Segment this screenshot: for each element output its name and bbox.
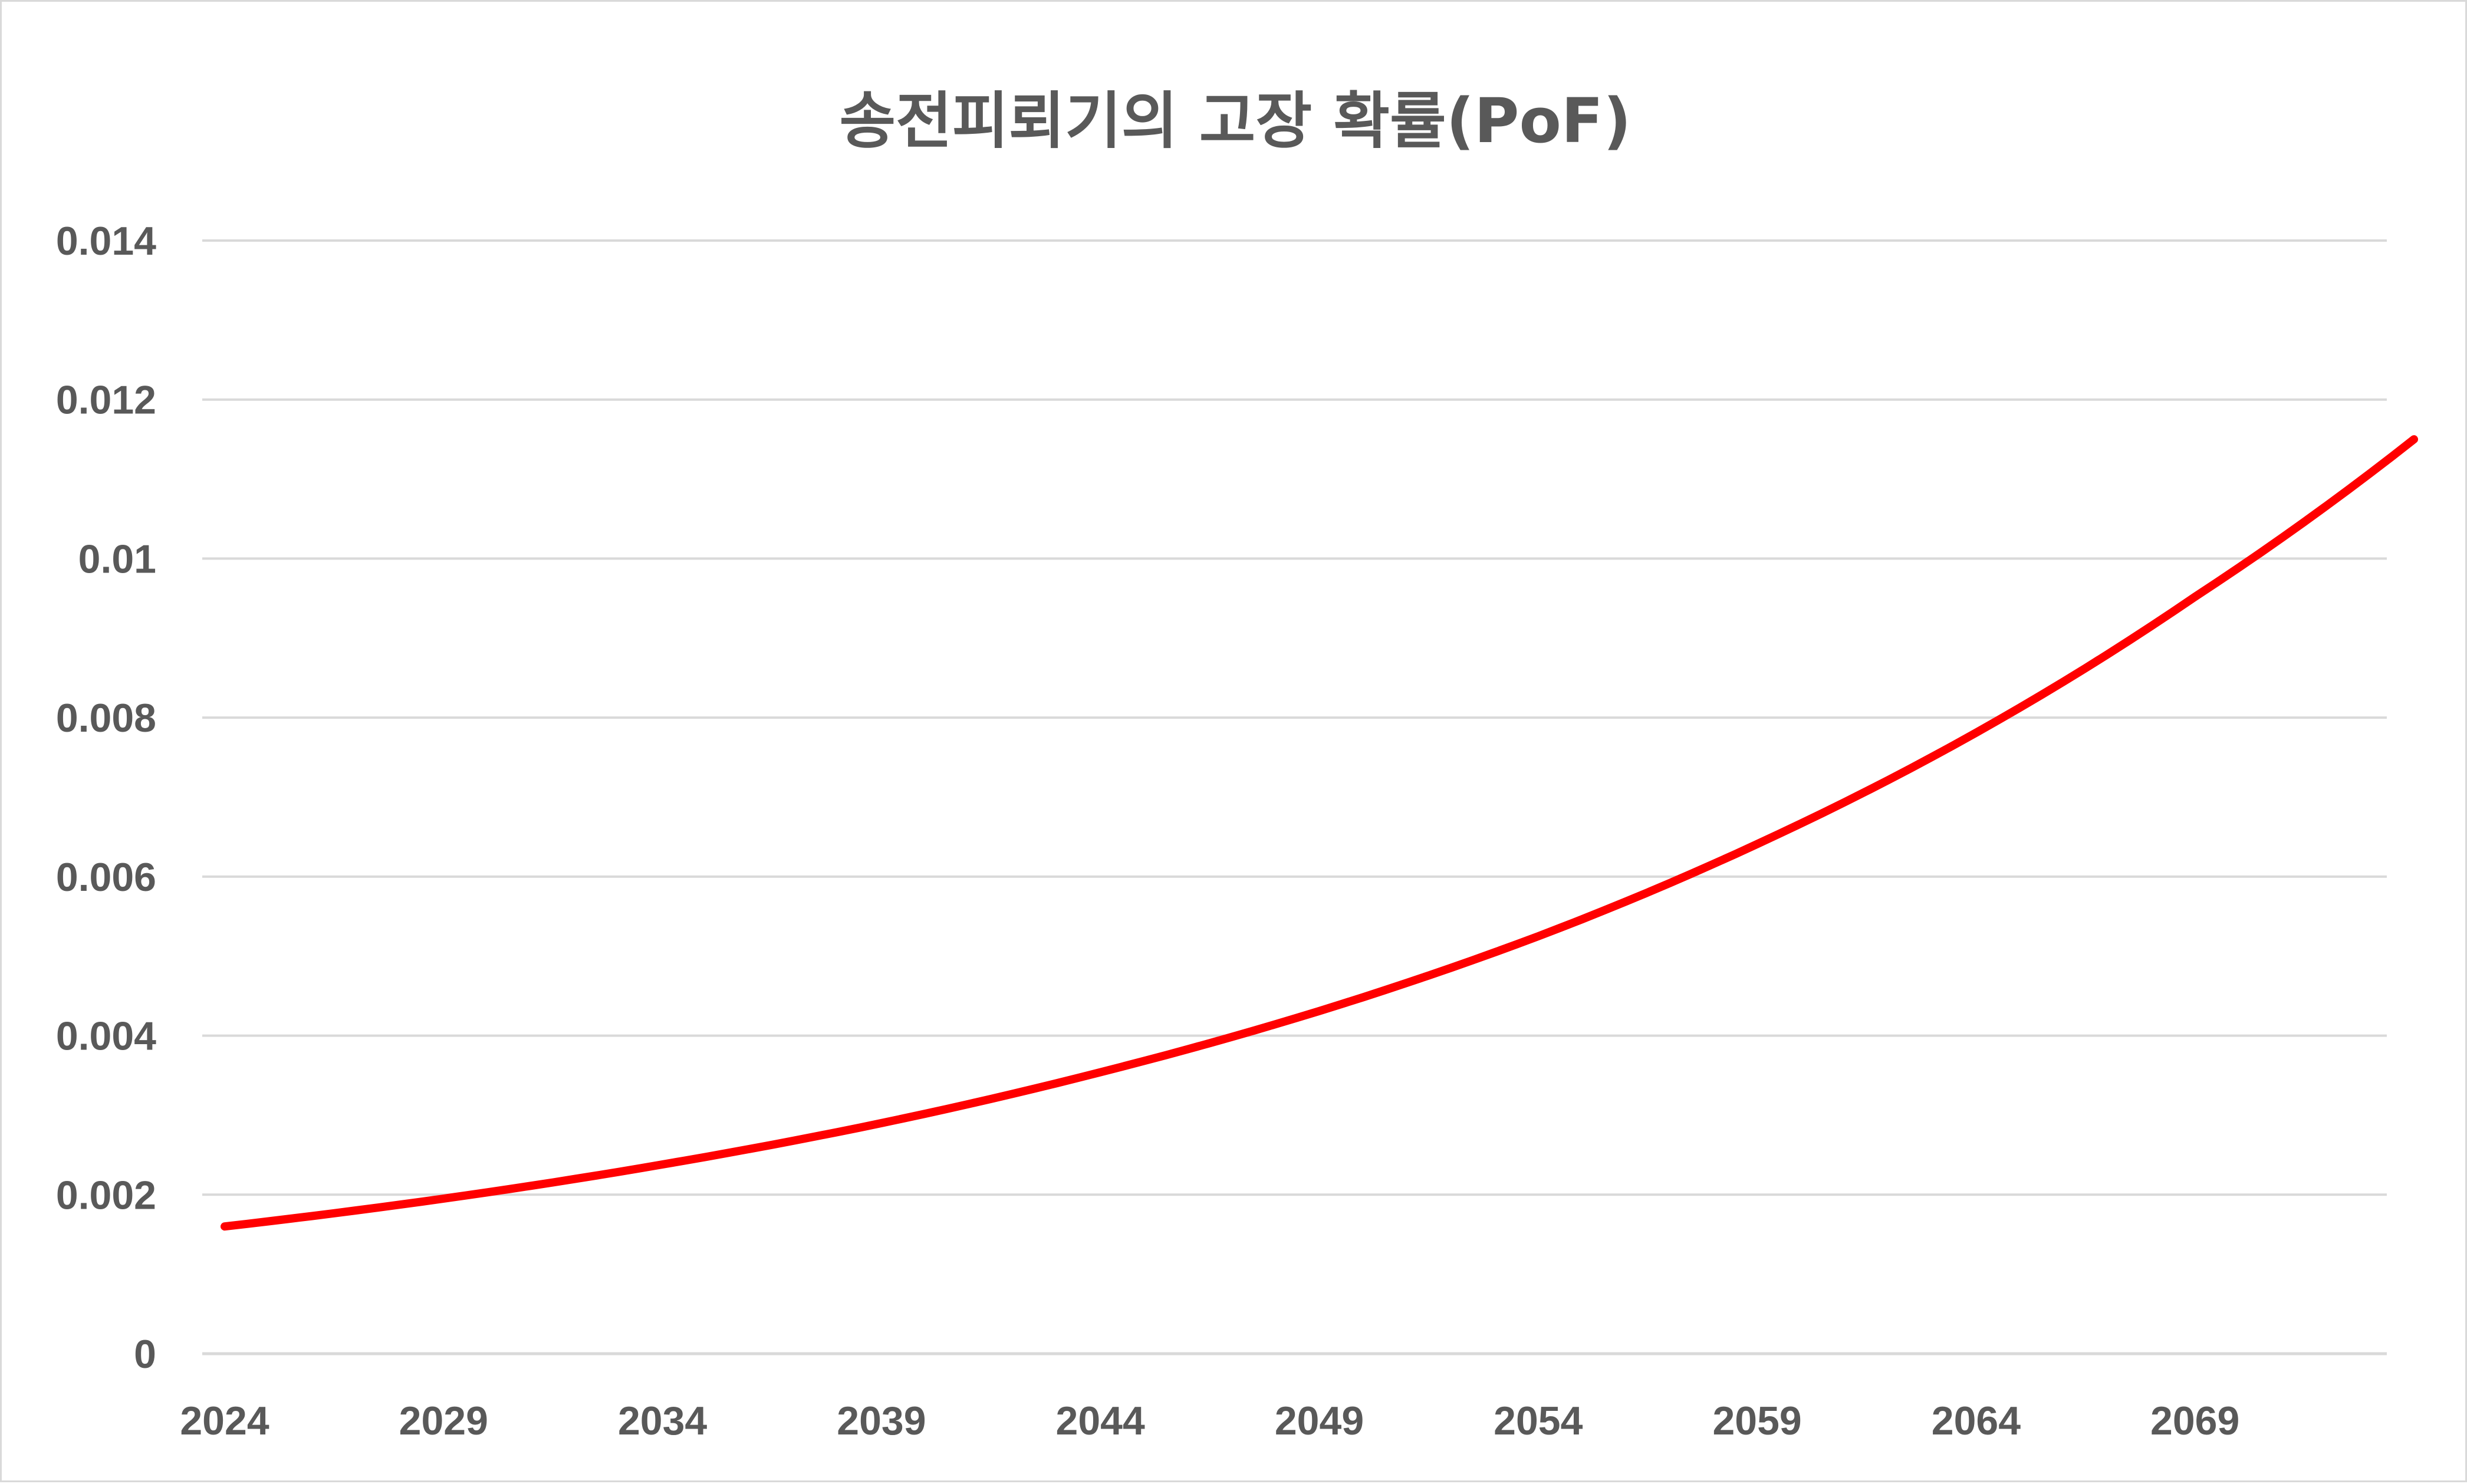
x-axis-tick-labels: 2024 2029 2034 2039 2044 2049 2054 2059 2064 2069 [180,1399,2239,1443]
x-tick-label: 2059 [1712,1399,1801,1443]
y-axis-tick-labels: 0 0.002 0.004 0.006 0.008 0.01 0.012 0.014 [56,219,156,1377]
data-point [1972,729,1980,737]
data-point [2191,593,2199,601]
y-tick-label: 0.004 [56,1014,156,1059]
x-tick-label: 2029 [399,1399,488,1443]
data-point [659,1160,667,1169]
data-point [1753,840,1761,848]
x-tick-label: 2054 [1494,1399,1583,1443]
y-tick-label: 0.012 [56,378,156,423]
x-tick-label: 2024 [180,1399,269,1443]
x-tick-label: 2049 [1275,1399,1364,1443]
x-tick-label: 2069 [2150,1399,2239,1443]
series-layer [221,435,2418,1231]
series-line [221,435,2418,1231]
y-tick-label: 0.014 [56,219,156,264]
data-point [221,1222,229,1230]
y-tick-label: 0.008 [56,696,156,741]
x-tick-label: 2039 [837,1399,926,1443]
data-point [1534,932,1542,940]
data-point [2410,435,2418,443]
x-tick-label: 2044 [1056,1399,1145,1443]
gridlines [202,239,2387,1355]
data-point [1315,1007,1324,1015]
y-tick-label: 0.006 [56,855,156,900]
x-tick-label: 2034 [618,1399,707,1443]
y-tick-label: 0 [134,1332,156,1377]
data-point [877,1119,886,1127]
x-tick-label: 2064 [1932,1399,2021,1443]
y-tick-label: 0.002 [56,1173,156,1218]
y-tick-label: 0.01 [78,537,156,581]
chart-title: 송전피뢰기의 고장 확률(PoF) [840,85,1631,157]
data-point [439,1195,448,1203]
data-point [1096,1068,1104,1077]
